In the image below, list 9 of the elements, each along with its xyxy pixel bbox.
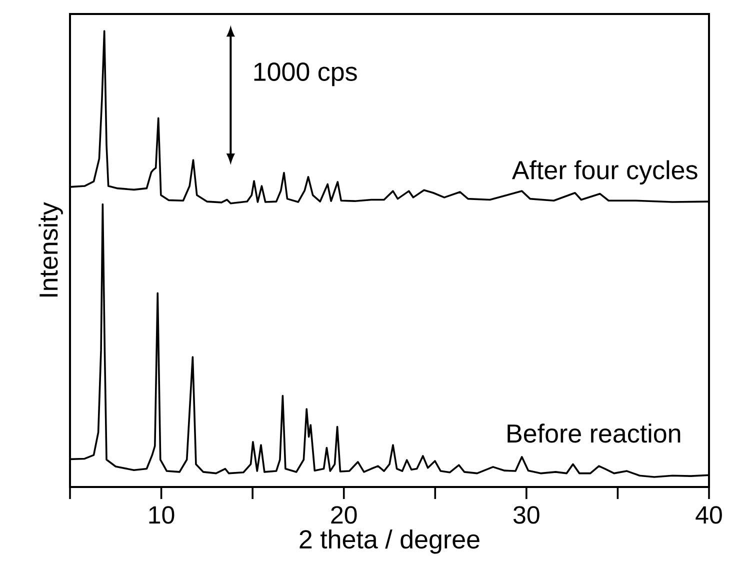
x-tick-label: 10: [149, 506, 174, 524]
annotation: 1000 cps: [254, 62, 357, 86]
x-axis-title: 2 theta / degree: [300, 529, 480, 554]
series-label: Before reaction: [508, 424, 680, 443]
x-tick-label: 40: [696, 506, 722, 524]
x-tick-label: 20: [331, 506, 357, 524]
y-axis-title: Intensity: [38, 202, 63, 296]
x-tick-label: 30: [513, 506, 540, 524]
series-label: After four cycles: [512, 160, 698, 184]
